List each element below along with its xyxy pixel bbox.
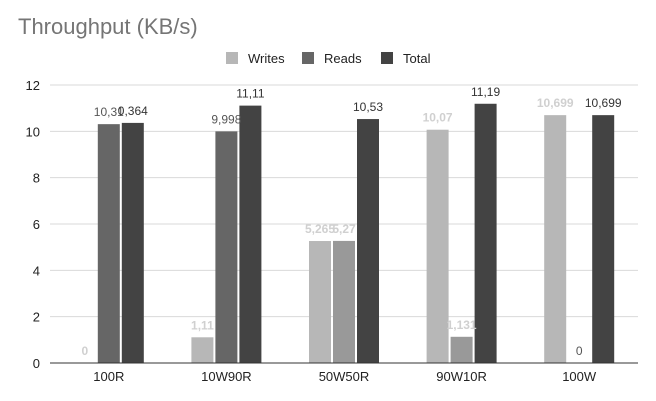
bar-reads-50w50r — [333, 240, 355, 363]
data-label-writes-10w90r: 1,11 — [191, 318, 214, 332]
y-tick-label-4: 8 — [33, 171, 40, 186]
legend: Writes Reads Total — [226, 51, 431, 66]
data-label-writes-100r: 0 — [81, 344, 88, 358]
bar-total-10w90r — [239, 105, 262, 363]
legend-swatch-0 — [226, 52, 238, 64]
axes: 0 2 4 6 8 10 12 100R 10W90R 50W50R 90W10R 100W — [26, 78, 638, 384]
data-label-total-90w10r: 11,19 — [471, 85, 500, 99]
bar-reads-90w10r — [450, 336, 473, 363]
legend-swatch-2 — [381, 52, 393, 64]
y-tick-label-1: 2 — [33, 310, 40, 325]
legend-label-0: Writes — [248, 51, 285, 66]
gridlines — [50, 84, 638, 318]
data-label-reads-90w10r: 1,131 — [447, 318, 477, 332]
data-label-reads-100r: 10,31 — [94, 105, 124, 119]
bar-total-100w — [592, 115, 615, 363]
bar-total-100r — [121, 122, 144, 363]
bar-writes-100w — [544, 115, 567, 363]
data-label-total-100w: 10,699 — [585, 96, 622, 110]
legend-swatch-1 — [302, 52, 314, 64]
chart-title: Throughput (KB/s) — [18, 14, 198, 39]
data-label-total-50w50r: 10,53 — [353, 100, 383, 114]
bar-writes-10w90r — [191, 337, 214, 363]
y-tick-label-3: 6 — [33, 217, 40, 232]
y-tick-label-6: 12 — [26, 78, 40, 93]
x-tick-label-2: 50W50R — [319, 369, 370, 384]
x-tick-label-3: 90W10R — [436, 369, 487, 384]
data-label-writes-50w50r: 5,265 — [305, 222, 335, 236]
data-label-writes-90w10r: 10,07 — [423, 111, 453, 125]
data-label-total-10w90r: 11,11 — [236, 87, 265, 101]
data-label-reads-50w50r: 5,27 — [332, 222, 356, 236]
bar-total-50w50r — [357, 119, 379, 364]
x-tick-label-0: 100R — [93, 369, 124, 384]
bars — [97, 103, 615, 364]
legend-label-1: Reads — [324, 51, 362, 66]
x-tick-label-4: 100W — [562, 369, 597, 384]
bar-reads-10w90r — [215, 131, 238, 363]
y-tick-label-5: 10 — [26, 124, 40, 139]
data-label-reads-100w: 0 — [576, 344, 583, 358]
legend-label-2: Total — [403, 51, 431, 66]
bar-writes-90w10r — [426, 129, 449, 363]
bar-reads-100r — [97, 124, 120, 363]
data-label-reads-10w90r: 9,998 — [211, 112, 241, 126]
y-tick-label-0: 0 — [33, 356, 40, 371]
bar-total-90w10r — [474, 103, 497, 363]
bar-writes-50w50r — [309, 241, 331, 363]
y-tick-label-2: 4 — [33, 263, 40, 278]
x-tick-label-1: 10W90R — [201, 369, 252, 384]
data-label-total-100r: 0,364 — [118, 104, 148, 118]
data-label-writes-100w: 10,699 — [537, 96, 574, 110]
